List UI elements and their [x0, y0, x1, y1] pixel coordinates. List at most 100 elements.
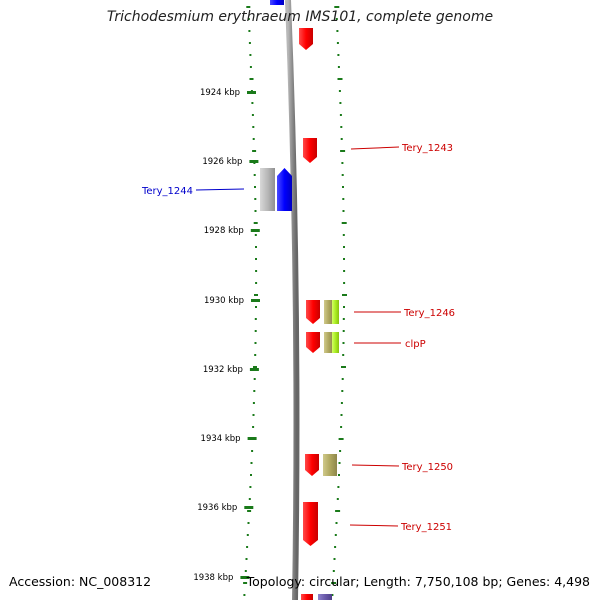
forward-gene-feature — [306, 332, 320, 353]
tick-mark — [249, 78, 254, 80]
olive-feature — [324, 300, 333, 324]
tick-mark — [331, 594, 334, 596]
tick-mark — [338, 90, 341, 92]
tick-mark — [252, 426, 255, 428]
tick-mark — [254, 354, 257, 356]
tick-mark — [243, 582, 248, 584]
tick-mark — [341, 378, 344, 380]
tick-mark — [254, 294, 258, 296]
tick-mark — [334, 534, 337, 536]
forward-gene-feature — [299, 28, 313, 50]
tick-mark — [255, 270, 258, 272]
genome-title: Trichodesmium erythraeum IMS101, complet… — [106, 9, 494, 25]
tick-mark — [254, 198, 257, 200]
callout-line — [349, 524, 399, 527]
tick-mark — [342, 354, 345, 356]
accession-text: Accession: NC_008312 — [9, 574, 152, 589]
tick-mark — [343, 258, 345, 260]
tick-mark — [253, 174, 256, 176]
tick-mark — [340, 426, 343, 428]
tick-mark — [337, 66, 340, 68]
tick-mark — [254, 318, 257, 320]
tick-mark — [343, 246, 345, 248]
tick-mark — [341, 366, 346, 368]
tick-mark — [338, 474, 340, 476]
tick-mark — [253, 378, 256, 380]
tick-mark — [250, 474, 252, 476]
tick-mark — [337, 54, 340, 56]
tick-mark — [342, 318, 345, 320]
tick-mark — [341, 222, 347, 224]
gene-features — [260, 0, 339, 600]
tick-mark — [333, 558, 336, 560]
scale-label: 1934 kbp — [201, 434, 241, 444]
tick-mark — [249, 486, 252, 488]
tick-mark — [252, 138, 255, 140]
tick-mark — [342, 198, 345, 200]
gene-label[interactable]: Tery_1250 — [401, 462, 453, 473]
tick-mark — [341, 162, 344, 164]
forward-gene-feature — [305, 454, 319, 476]
forward-gene-feature — [306, 300, 320, 324]
tick-mark — [341, 174, 344, 176]
gene-label[interactable]: Tery_1244 — [141, 186, 193, 197]
gene-label[interactable]: Tery_1243 — [401, 143, 453, 154]
scale-labels: 1924 kbp 1926 kbp 1928 kbp 1930 kbp 1932 kbp… — [193, 88, 260, 583]
tick-mark — [340, 126, 343, 128]
gene-label[interactable]: Tery_1246 — [403, 308, 455, 319]
tick-mark — [331, 582, 337, 584]
tick-mark — [248, 498, 251, 500]
forward-gene-feature — [303, 502, 318, 546]
grey-feature — [260, 168, 275, 211]
tick-mark — [336, 30, 339, 32]
tick-mark — [335, 510, 341, 512]
tick-mark — [339, 450, 342, 452]
major-tick — [244, 506, 254, 509]
major-tick — [249, 368, 259, 371]
reverse-gene-feature — [270, 0, 284, 5]
tick-mark — [338, 438, 344, 440]
tick-mark — [340, 402, 343, 404]
tick-mark — [252, 414, 255, 416]
tick-mark — [342, 330, 345, 332]
gene-label[interactable]: clpP — [405, 339, 426, 350]
tick-mark — [244, 570, 247, 572]
purple-feature — [318, 594, 332, 600]
tick-mark — [247, 18, 250, 20]
scale-label: 1928 kbp — [204, 226, 244, 236]
tick-mark — [336, 42, 339, 44]
right-tick-column — [331, 6, 347, 596]
tick-mark — [342, 186, 344, 188]
tick-mark — [254, 330, 257, 332]
tick-mark — [332, 570, 335, 572]
tick-mark — [251, 102, 254, 104]
tick-mark — [243, 594, 246, 596]
scale-label: 1930 kbp — [204, 296, 244, 306]
tick-mark — [249, 66, 252, 68]
tick-mark — [251, 450, 254, 452]
forward-gene-feature — [301, 594, 313, 600]
tick-mark — [339, 114, 342, 116]
tick-mark — [253, 390, 256, 392]
tick-mark — [335, 18, 338, 20]
callout-line — [195, 188, 245, 191]
tick-mark — [340, 138, 343, 140]
olive-feature — [323, 454, 337, 476]
tick-mark — [341, 390, 344, 392]
tick-mark — [334, 6, 340, 8]
gene-callouts: Tery_1243 Tery_1244 Tery_1246 clpP Tery_1250… — [141, 143, 455, 533]
tick-mark — [252, 402, 255, 404]
tick-mark — [337, 78, 343, 80]
reverse-gene-feature — [277, 168, 292, 211]
genome-backbone — [285, 0, 300, 601]
tick-mark — [343, 282, 346, 284]
tick-mark — [252, 150, 257, 152]
scale-label: 1938 kbp — [193, 573, 233, 583]
tick-mark — [342, 234, 345, 236]
tick-mark — [342, 342, 345, 344]
tick-mark — [254, 210, 257, 212]
gene-label[interactable]: Tery_1251 — [400, 522, 452, 533]
tick-mark — [250, 462, 253, 464]
